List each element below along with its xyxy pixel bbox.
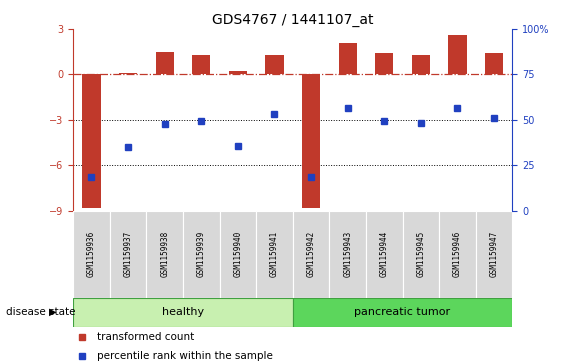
Bar bbox=[192, 55, 211, 74]
Text: GSM1159942: GSM1159942 bbox=[307, 231, 315, 277]
Text: GSM1159947: GSM1159947 bbox=[490, 231, 498, 277]
Bar bbox=[73, 211, 110, 298]
Bar bbox=[439, 211, 476, 298]
Bar bbox=[229, 72, 247, 74]
Bar bbox=[329, 211, 366, 298]
Bar bbox=[412, 55, 430, 74]
Text: GSM1159945: GSM1159945 bbox=[417, 231, 425, 277]
Text: percentile rank within the sample: percentile rank within the sample bbox=[97, 351, 273, 361]
Bar bbox=[155, 52, 174, 74]
Text: GSM1159946: GSM1159946 bbox=[453, 231, 462, 277]
Bar bbox=[302, 74, 320, 208]
Bar bbox=[476, 211, 512, 298]
Text: GSM1159940: GSM1159940 bbox=[234, 231, 242, 277]
Text: GSM1159936: GSM1159936 bbox=[87, 231, 96, 277]
Text: GSM1159941: GSM1159941 bbox=[270, 231, 279, 277]
Text: GSM1159938: GSM1159938 bbox=[160, 231, 169, 277]
Text: disease state: disease state bbox=[6, 307, 75, 317]
Text: transformed count: transformed count bbox=[97, 332, 195, 342]
Bar bbox=[338, 43, 357, 74]
Bar bbox=[183, 211, 220, 298]
Bar bbox=[110, 211, 146, 298]
Bar bbox=[485, 53, 503, 74]
Bar bbox=[256, 211, 293, 298]
Bar bbox=[366, 211, 403, 298]
Bar bbox=[293, 211, 329, 298]
Bar bbox=[403, 211, 439, 298]
Text: GSM1159939: GSM1159939 bbox=[197, 231, 205, 277]
Title: GDS4767 / 1441107_at: GDS4767 / 1441107_at bbox=[212, 13, 373, 26]
Bar bbox=[73, 298, 293, 327]
Bar bbox=[448, 35, 467, 74]
Bar bbox=[82, 74, 101, 208]
Bar bbox=[265, 55, 284, 74]
Bar bbox=[119, 73, 137, 74]
Bar bbox=[375, 53, 394, 74]
Bar bbox=[293, 298, 512, 327]
Text: GSM1159937: GSM1159937 bbox=[124, 231, 132, 277]
Text: ▶: ▶ bbox=[49, 307, 56, 317]
Text: GSM1159943: GSM1159943 bbox=[343, 231, 352, 277]
Text: pancreatic tumor: pancreatic tumor bbox=[355, 307, 450, 317]
Text: GSM1159944: GSM1159944 bbox=[380, 231, 388, 277]
Bar bbox=[146, 211, 183, 298]
Bar bbox=[220, 211, 256, 298]
Text: healthy: healthy bbox=[162, 307, 204, 317]
